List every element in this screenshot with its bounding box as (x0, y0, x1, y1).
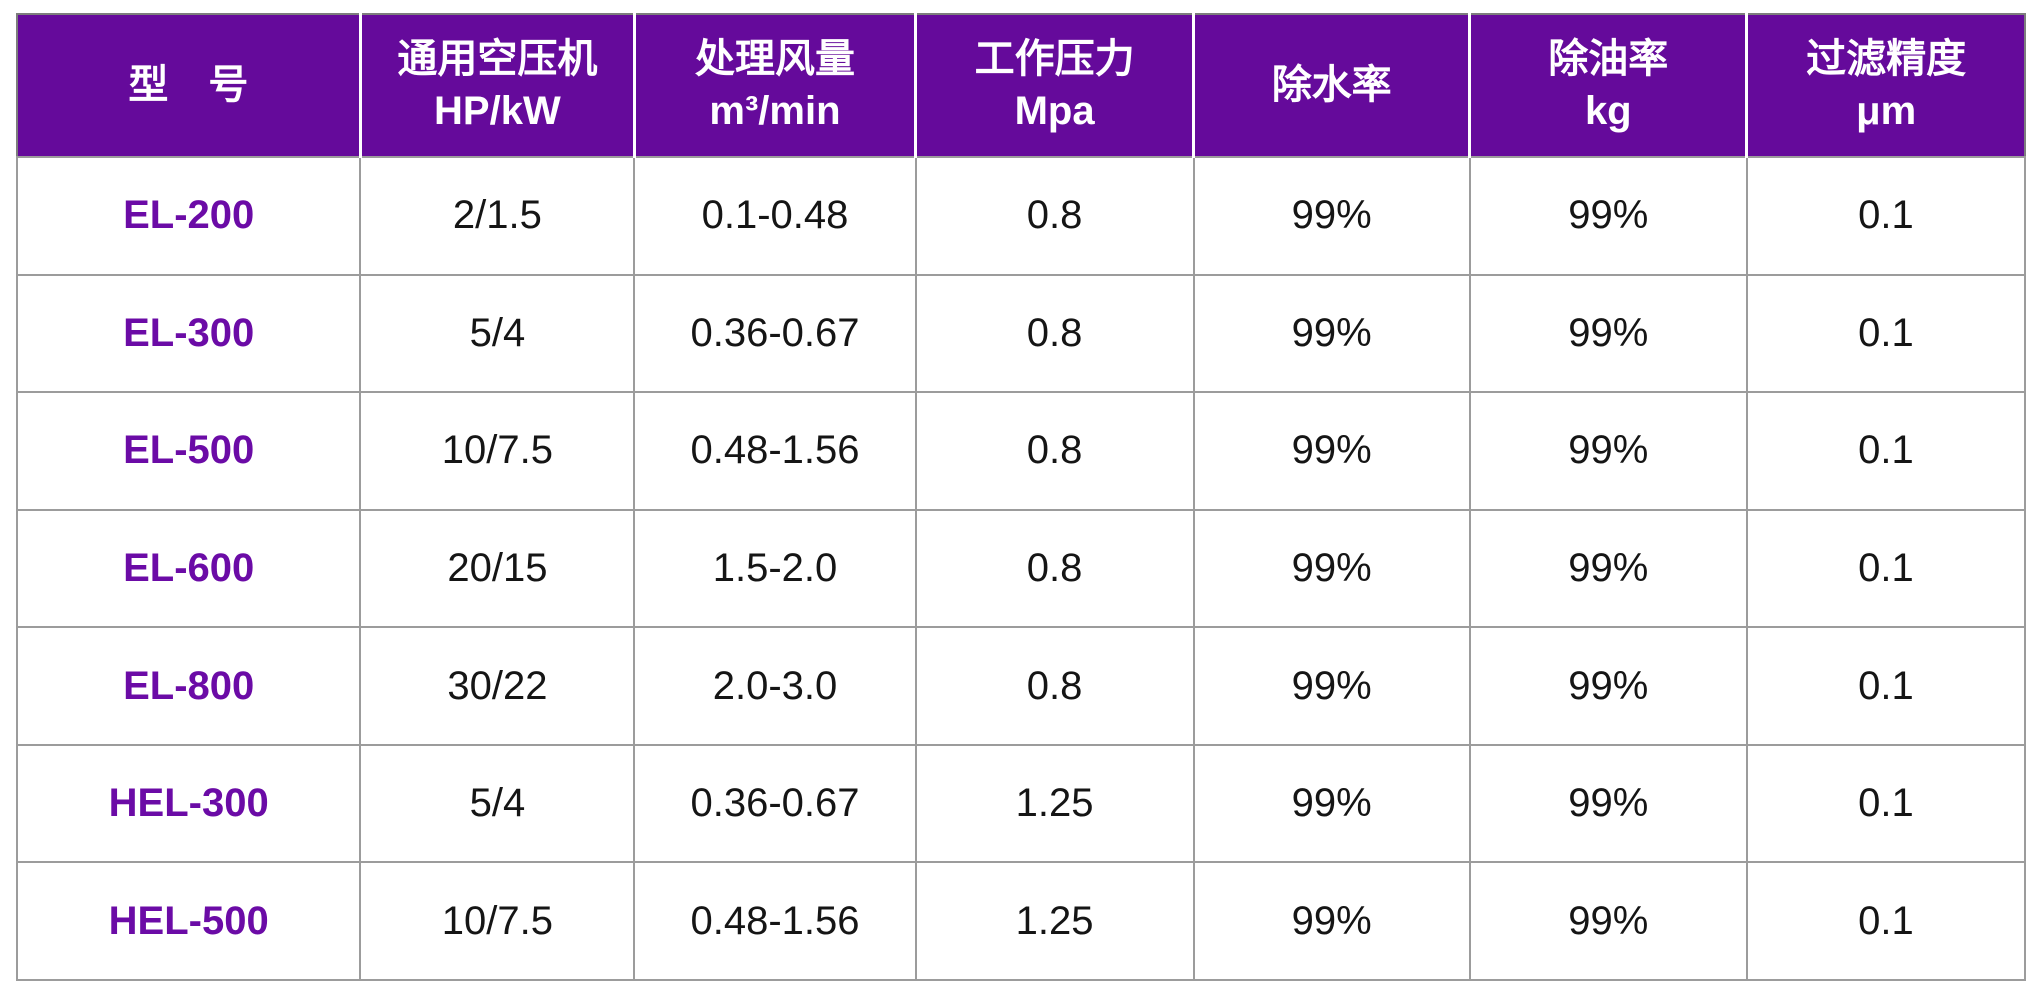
water-removal-cell: 99% (1192, 743, 1471, 864)
header-unit: m³/min (709, 88, 841, 133)
table-row: EL-800 30/22 2.0-3.0 0.8 99% 99% 0.1 (15, 626, 2027, 746)
column-header-oil-removal: 除油率 kg (1468, 14, 1747, 158)
water-removal-cell: 99% (1192, 861, 1471, 981)
model-cell: HEL-300 (15, 743, 362, 864)
water-removal-cell: 99% (1192, 508, 1471, 629)
flow-cell: 0.48-1.56 (633, 391, 917, 511)
hp-kw-cell: 2/1.5 (359, 156, 636, 276)
header-label: 工作压力 (974, 37, 1135, 82)
header-label: 通用空压机 (397, 37, 598, 82)
table-row: EL-200 2/1.5 0.1-0.48 0.8 99% 99% 0.1 (15, 156, 2027, 276)
filtration-cell: 0.1 (1745, 391, 2027, 511)
water-removal-cell: 99% (1192, 626, 1471, 746)
header-label: 处理风量 (694, 37, 855, 82)
header-unit: Mpa (1014, 88, 1095, 133)
flow-cell: 0.48-1.56 (633, 861, 917, 981)
oil-removal-cell: 99% (1468, 273, 1748, 394)
hp-kw-cell: 10/7.5 (359, 391, 636, 511)
column-header-water-removal: 除水率 (1192, 14, 1470, 158)
table-header: 型 号 通用空压机 HP/kW 处理风量 m³/min 工作压力 Mpa (17, 14, 2025, 158)
column-header-filtration: 过滤精度 μm (1745, 14, 2025, 158)
water-removal-cell: 99% (1192, 391, 1471, 511)
water-removal-cell: 99% (1192, 156, 1471, 276)
pressure-cell: 1.25 (914, 743, 1195, 864)
header-unit: kg (1584, 88, 1632, 133)
pressure-cell: 0.8 (914, 156, 1195, 276)
table-row: HEL-500 10/7.5 0.48-1.56 1.25 99% 99% 0.… (15, 861, 2027, 981)
flow-cell: 0.36-0.67 (633, 743, 917, 864)
pressure-cell: 0.8 (914, 508, 1195, 629)
model-cell: EL-600 (15, 508, 362, 629)
flow-cell: 0.36-0.67 (633, 273, 917, 394)
hp-kw-cell: 10/7.5 (359, 861, 636, 981)
hp-kw-cell: 5/4 (359, 743, 636, 864)
hp-kw-cell: 30/22 (359, 626, 636, 746)
model-cell: EL-300 (15, 273, 362, 394)
oil-removal-cell: 99% (1468, 743, 1748, 864)
filtration-cell: 0.1 (1745, 273, 2027, 394)
pressure-cell: 0.8 (914, 626, 1195, 746)
header-row: 型 号 通用空压机 HP/kW 处理风量 m³/min 工作压力 Mpa (17, 14, 2025, 158)
flow-cell: 2.0-3.0 (633, 626, 917, 746)
header-unit: μm (1856, 88, 1917, 133)
oil-removal-cell: 99% (1468, 861, 1748, 981)
model-cell: EL-800 (15, 626, 362, 746)
oil-removal-cell: 99% (1468, 156, 1748, 276)
pressure-cell: 0.8 (914, 391, 1195, 511)
filtration-cell: 0.1 (1745, 156, 2027, 276)
flow-cell: 1.5-2.0 (633, 508, 917, 629)
column-header-compressor: 通用空压机 HP/kW (358, 14, 635, 158)
pressure-cell: 1.25 (914, 861, 1195, 981)
header-unit: HP/kW (434, 88, 561, 133)
filtration-cell: 0.1 (1745, 861, 2027, 981)
header-label: 除水率 (1271, 62, 1392, 107)
column-header-airflow: 处理风量 m³/min (632, 14, 916, 158)
filtration-cell: 0.1 (1745, 626, 2027, 746)
model-cell: EL-200 (15, 156, 362, 276)
product-spec-table-container: 型 号 通用空压机 HP/kW 处理风量 m³/min 工作压力 Mpa (15, 13, 2027, 981)
table-row: HEL-300 5/4 0.36-0.67 1.25 99% 99% 0.1 (15, 743, 2027, 864)
table-body: EL-200 2/1.5 0.1-0.48 0.8 99% 99% 0.1 EL… (15, 156, 2027, 981)
hp-kw-cell: 5/4 (359, 273, 636, 394)
water-removal-cell: 99% (1192, 273, 1471, 394)
spec-table: 型 号 通用空压机 HP/kW 处理风量 m³/min 工作压力 Mpa (15, 13, 2027, 981)
oil-removal-cell: 99% (1468, 391, 1748, 511)
header-label: 除油率 (1548, 37, 1669, 82)
column-header-pressure: 工作压力 Mpa (914, 14, 1194, 158)
pressure-cell: 0.8 (914, 273, 1195, 394)
table-row: EL-600 20/15 1.5-2.0 0.8 99% 99% 0.1 (15, 508, 2027, 629)
table-row: EL-300 5/4 0.36-0.67 0.8 99% 99% 0.1 (15, 273, 2027, 394)
header-label: 过滤精度 (1806, 37, 1967, 82)
header-label: 型 号 (128, 62, 249, 107)
table-row: EL-500 10/7.5 0.48-1.56 0.8 99% 99% 0.1 (15, 391, 2027, 511)
model-cell: EL-500 (15, 391, 362, 511)
column-header-model: 型 号 (17, 14, 361, 158)
filtration-cell: 0.1 (1745, 743, 2027, 864)
flow-cell: 0.1-0.48 (633, 156, 917, 276)
model-cell: HEL-500 (15, 861, 362, 981)
oil-removal-cell: 99% (1468, 626, 1748, 746)
hp-kw-cell: 20/15 (359, 508, 636, 629)
filtration-cell: 0.1 (1745, 508, 2027, 629)
oil-removal-cell: 99% (1468, 508, 1748, 629)
